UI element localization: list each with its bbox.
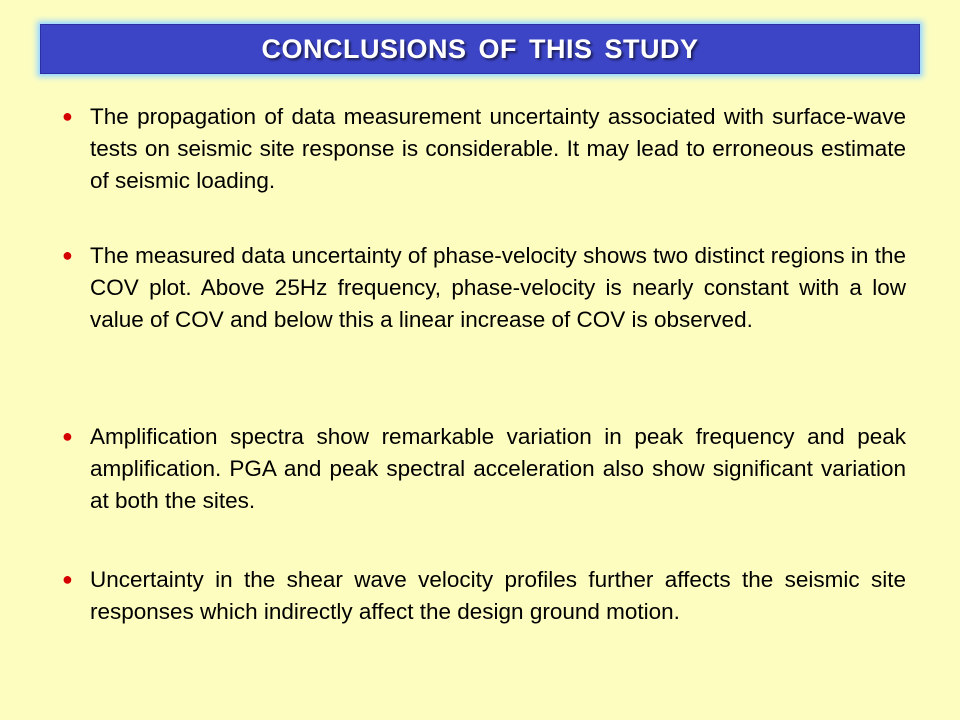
bullet-item: ● The measured data uncertainty of phase…: [62, 240, 906, 336]
bullet-icon: ●: [62, 569, 73, 589]
bullet-text: The measured data uncertainty of phase-v…: [90, 243, 906, 332]
bullet-item: ● Uncertainty in the shear wave velocity…: [62, 564, 906, 628]
page-title: CONCLUSIONS OF THIS STUDY: [261, 33, 699, 64]
bullet-text: Uncertainty in the shear wave velocity p…: [90, 567, 906, 624]
bullet-text: The propagation of data measurement unce…: [90, 104, 906, 193]
bullet-item: ● Amplification spectra show remarkable …: [62, 421, 906, 517]
bullet-text: Amplification spectra show remarkable va…: [90, 424, 906, 513]
bullet-item: ● The propagation of data measurement un…: [62, 101, 906, 197]
bullet-icon: ●: [62, 426, 73, 446]
title-banner: CONCLUSIONS OF THIS STUDY: [40, 24, 920, 74]
bullet-icon: ●: [62, 106, 73, 126]
bullet-icon: ●: [62, 245, 73, 265]
